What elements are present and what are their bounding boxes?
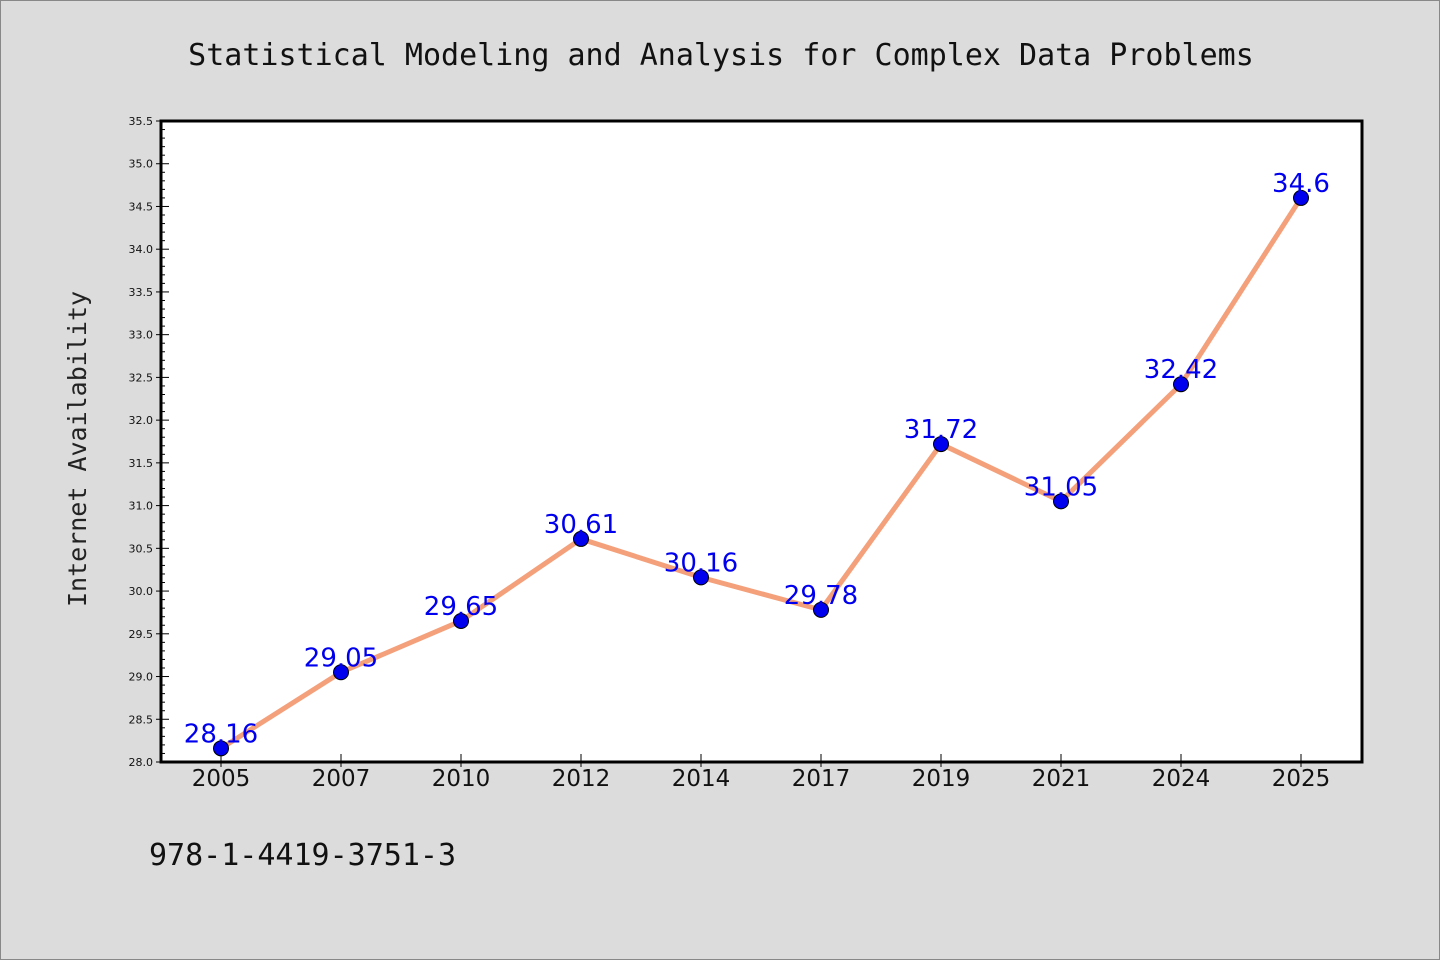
data-point — [933, 436, 949, 453]
y-tick-label: 33.5 — [129, 286, 154, 299]
x-tick-label: 2007 — [312, 766, 371, 792]
x-tick-label: 2025 — [1272, 766, 1331, 792]
y-tick-label: 32.0 — [129, 414, 154, 427]
x-tick-label: 2024 — [1152, 766, 1211, 792]
y-tick-label: 31.5 — [129, 457, 154, 470]
y-tick-label: 31.0 — [129, 500, 154, 513]
data-label: 31.72 — [904, 415, 978, 445]
y-tick-label: 34.5 — [129, 200, 154, 213]
x-tick-label: 2010 — [432, 766, 491, 792]
x-tick-label: 2019 — [912, 766, 971, 792]
y-tick-label: 29.0 — [129, 671, 154, 684]
y-axis-label: Internet Availability — [63, 291, 92, 607]
data-point — [813, 601, 829, 618]
data-label: 30.61 — [544, 510, 618, 540]
x-tick-label: 2012 — [552, 766, 611, 792]
data-label: 29.05 — [304, 643, 378, 673]
data-label: 28.16 — [184, 719, 258, 749]
y-tick-label: 30.0 — [129, 585, 154, 598]
isbn-footnote: 978-1-4419-3751-3 — [149, 838, 456, 873]
data-point — [1293, 189, 1309, 206]
chart-title: Statistical Modeling and Analysis for Co… — [188, 38, 1254, 73]
data-label: 30.16 — [664, 548, 738, 578]
data-label: 34.6 — [1272, 169, 1330, 199]
x-tick-label: 2021 — [1032, 766, 1091, 792]
x-tick-label: 2017 — [792, 766, 851, 792]
data-label: 29.65 — [424, 592, 498, 622]
x-tick-label: 2014 — [672, 766, 731, 792]
plot-area — [159, 119, 1364, 764]
x-tick-label: 2005 — [192, 766, 251, 792]
data-point — [213, 740, 229, 757]
y-tick-label: 33.0 — [129, 329, 154, 342]
data-point — [1173, 376, 1189, 393]
data-label: 32.42 — [1144, 355, 1218, 385]
data-label: 29.78 — [784, 581, 858, 611]
data-point — [453, 612, 469, 629]
x-axis-ticks: 2005 2007 2010 2012 2014 2017 2019 2021 2024 2025 — [192, 754, 1331, 792]
y-tick-label: 34.0 — [129, 243, 154, 256]
y-tick-label: 35.0 — [129, 158, 154, 171]
y-tick-label: 35.5 — [129, 115, 154, 128]
y-axis-ticks: 28.0 28.5 29.0 29.5 30.0 30.5 31.0 31.5 32.0 32.5… — [129, 115, 169, 769]
y-tick-label: 28.5 — [129, 713, 154, 726]
y-tick-label: 32.5 — [129, 371, 154, 384]
data-point — [573, 530, 589, 547]
y-tick-label: 28.0 — [129, 756, 154, 769]
y-tick-label: 30.5 — [129, 542, 154, 555]
data-point — [333, 664, 349, 681]
data-label: 31.05 — [1024, 472, 1098, 502]
series-line — [219, 196, 1304, 751]
y-tick-label: 29.5 — [129, 628, 154, 641]
data-series: 28.16 29.05 29.65 30.61 30.16 29.78 31.72 31.05… — [184, 169, 1330, 757]
data-point — [1053, 493, 1069, 510]
data-point — [693, 569, 709, 586]
